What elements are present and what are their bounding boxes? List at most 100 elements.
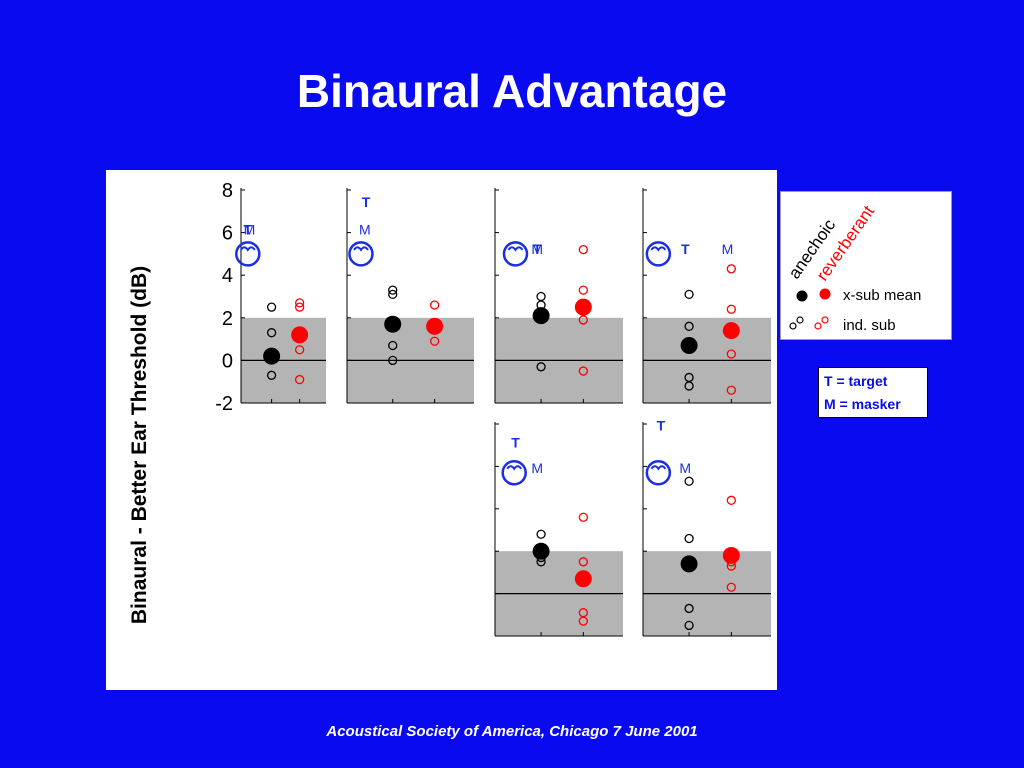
figure-panel: -2 0 2 4 6 8 T M T M T M M T T M T M Binaural - Better Ear… (106, 170, 777, 690)
masker-label: M (359, 222, 371, 238)
reverberant-ind-point (578, 315, 588, 325)
masker-label: M (244, 222, 256, 238)
legend-anechoic-ind-marker (796, 316, 804, 324)
anechoic-mean-point (680, 555, 698, 573)
legend-individual-label: ind. sub (843, 317, 896, 334)
anechoic-ind-point (684, 321, 694, 331)
reverberant-ind-point (578, 285, 588, 295)
anechoic-ind-point (388, 289, 398, 300)
anechoic-mean-point (263, 347, 281, 365)
panel-6: TM (642, 417, 771, 637)
anechoic-ind-point (388, 285, 398, 295)
masker-label: M (679, 460, 691, 476)
listener-head-icon (645, 460, 672, 486)
legend-anechoic-ind-marker (789, 322, 797, 330)
anechoic-ind-point (266, 328, 277, 338)
anechoic-ind-point (536, 529, 546, 539)
masker-label: M (722, 241, 734, 257)
listener-head-icon (348, 241, 374, 267)
panel-4: MT (642, 188, 771, 404)
key-target-text: T = target (824, 373, 888, 389)
anechoic-ind-point (536, 362, 546, 372)
legend-mean-label: x-sub mean (843, 287, 921, 304)
slide-title: Binaural Advantage (296, 65, 728, 117)
anechoic-ind-point (684, 620, 694, 631)
anechoic-ind-point (266, 302, 277, 312)
reverberant-ind-point (578, 557, 588, 567)
masker-label: M (531, 241, 543, 257)
reverberant-ind-point (726, 264, 736, 274)
reverberant-ind-point (429, 300, 440, 310)
reverberant-ind-point (294, 345, 305, 355)
anechoic-ind-point (684, 289, 694, 300)
target-label: T (511, 434, 520, 450)
anechoic-ind-point (388, 355, 398, 366)
reverberant-ind-point (294, 298, 305, 308)
listener-ears-icon (506, 465, 523, 471)
anechoic-mean-point (384, 315, 402, 333)
panel-1: -2 0 2 4 6 8 TM (215, 180, 326, 415)
reverberant-ind-point (294, 374, 305, 385)
reverberant-mean-point (426, 317, 444, 335)
legend-reverberant-ind-marker (814, 322, 822, 330)
anechoic-ind-point (536, 291, 546, 302)
reverberant-ind-point (726, 304, 736, 314)
reverberant-ind-point (726, 495, 736, 505)
y-tick-label: 0 (222, 350, 233, 372)
panel-3: TM (494, 188, 623, 404)
anechoic-ind-point (388, 340, 398, 351)
reverberant-ind-point (429, 336, 440, 346)
panel-2: TM (346, 188, 474, 404)
reverberant-ind-point (578, 616, 588, 626)
anechoic-mean-point (532, 307, 550, 325)
reverberant-ind-point (578, 366, 588, 376)
listener-ears-icon (650, 465, 667, 471)
panel-5: TM (494, 422, 623, 637)
listener-head-icon (501, 460, 527, 486)
reverberant-mean-point (574, 570, 592, 588)
listener-ears-icon (353, 246, 369, 252)
key-masker-text: M = masker (824, 396, 901, 412)
y-axis-label: Binaural - Better Ear Threshold (dB) (128, 266, 151, 624)
reverberant-mean-point (291, 326, 309, 344)
target-label: T (362, 194, 371, 210)
legend-svg: anechoic reverberant x-sub mean ind. sub (785, 202, 922, 334)
listener-head-icon (645, 241, 672, 267)
listener-ears-icon (650, 246, 667, 252)
y-tick-label: 8 (222, 180, 233, 202)
listener-head-icon (235, 241, 261, 267)
legend-anechoic-mean-marker (796, 290, 808, 302)
reverberant-ind-point (726, 582, 736, 592)
reverberant-mean-point (574, 298, 592, 316)
reverberant-ind-point (726, 385, 736, 395)
y-tick-label: 2 (222, 308, 233, 330)
y-tick-label: 6 (222, 223, 233, 245)
y-tick-label: -2 (215, 393, 233, 415)
reverberant-mean-point (722, 546, 740, 564)
anechoic-mean-point (532, 542, 550, 560)
listener-ears-icon (239, 246, 256, 252)
legend-reverberant-ind-marker (821, 316, 829, 324)
target-label: T (657, 417, 666, 433)
listener-head-icon (502, 241, 529, 267)
anechoic-ind-point (684, 476, 694, 486)
reverberant-ind-point (578, 244, 588, 255)
target-label: T (681, 241, 690, 257)
footer-text: Acoustical Society of America, Chicago 7… (326, 723, 698, 740)
reverberant-ind-point (294, 302, 305, 312)
key-box: T = target M = masker (818, 367, 928, 418)
legend-box: anechoic reverberant x-sub mean ind. sub (780, 191, 952, 340)
masker-label: M (531, 460, 543, 476)
y-tick-label: 4 (222, 265, 233, 287)
target-label: T (244, 222, 253, 238)
anechoic-ind-point (684, 533, 694, 544)
reverberant-mean-point (722, 322, 740, 340)
anechoic-ind-point (266, 370, 277, 380)
anechoic-mean-point (680, 336, 698, 354)
reverberant-ind-point (578, 512, 588, 522)
listener-ears-icon (507, 246, 524, 252)
anechoic-ind-point (684, 381, 694, 391)
reverberant-ind-point (726, 349, 736, 359)
anechoic-ind-point (684, 603, 694, 614)
